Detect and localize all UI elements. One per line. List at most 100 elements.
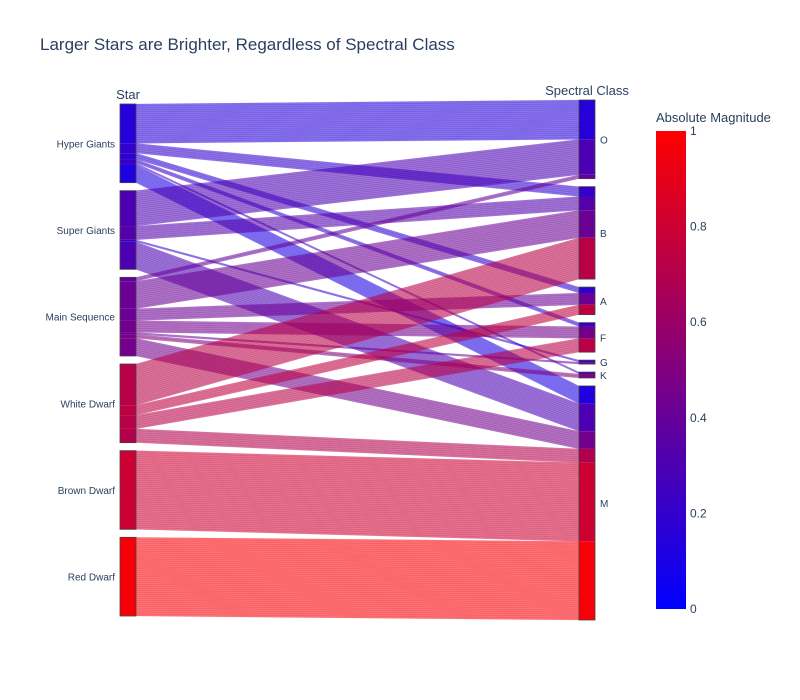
colorbar: Absolute Magnitude 0 0.2 0.4 0.6 0.8 1 xyxy=(656,110,771,616)
colorbar-title: Absolute Magnitude xyxy=(656,110,771,125)
ribbon-white-dwarf-to-a[interactable] xyxy=(135,304,580,416)
ribbon-white-dwarf-to-m[interactable] xyxy=(135,428,580,463)
bar-segment xyxy=(579,360,595,363)
category-label-super-giants: Super Giants xyxy=(57,226,115,237)
bar-outline xyxy=(578,286,596,316)
ribbon-red-dwarf-to-m[interactable] xyxy=(135,537,580,621)
colorbar-tick-label: 0.4 xyxy=(690,411,707,425)
ribbons-layer xyxy=(135,99,580,621)
bar-outline xyxy=(578,322,596,353)
bar-segment xyxy=(579,139,595,175)
category-bar-f[interactable] xyxy=(578,322,596,353)
category-bar-g[interactable] xyxy=(578,359,596,365)
bar-segment xyxy=(120,190,136,227)
bar-segment xyxy=(120,364,136,406)
dimension-label-star: Star xyxy=(116,87,141,102)
bar-segment xyxy=(120,332,136,335)
category-bars-layer xyxy=(119,99,596,621)
category-bar-red-dwarf[interactable] xyxy=(119,536,137,617)
bar-segment xyxy=(120,159,136,163)
bar-outline xyxy=(119,363,137,444)
bar-segment xyxy=(120,334,136,339)
category-bar-hyper-giants[interactable] xyxy=(119,103,137,184)
category-bar-brown-dwarf[interactable] xyxy=(119,450,137,530)
chart-title: Larger Stars are Brighter, Regardless of… xyxy=(40,35,455,54)
colorbar-tick-label: 0.2 xyxy=(690,506,707,520)
bar-segment xyxy=(120,239,136,242)
category-bar-main-sequence[interactable] xyxy=(119,276,137,357)
bar-segment xyxy=(579,326,595,339)
bar-segment xyxy=(120,428,136,443)
bar-segment xyxy=(579,374,595,378)
bar-segment xyxy=(579,448,595,463)
colorbar-gradient xyxy=(656,131,686,609)
bar-segment xyxy=(120,537,136,616)
category-label-b: B xyxy=(600,229,607,240)
bar-outline xyxy=(578,359,596,365)
colorbar-tick-label: 1 xyxy=(690,124,697,138)
category-bar-super-giants[interactable] xyxy=(119,190,137,270)
ribbon-hyper-giants-to-o[interactable] xyxy=(135,99,580,144)
bar-outline xyxy=(119,536,137,617)
bar-segment xyxy=(579,372,595,375)
bar-segment xyxy=(579,304,595,315)
bar-outline xyxy=(578,186,596,280)
bar-segment xyxy=(120,153,136,160)
bar-segment xyxy=(579,322,595,327)
bar-outline xyxy=(578,385,596,621)
bar-segment xyxy=(579,362,595,365)
category-label-g: G xyxy=(600,358,608,369)
bar-segment xyxy=(120,163,136,165)
bar-segment xyxy=(579,210,595,238)
bar-segment xyxy=(120,405,136,416)
bar-segment xyxy=(579,403,595,432)
bar-segment xyxy=(120,143,136,154)
labels-layer: Hyper Giants Super Giants Main Sequence Whi… xyxy=(46,135,609,583)
colorbar-tick-label: 0.8 xyxy=(690,220,707,234)
category-label-white-dwarf: White Dwarf xyxy=(61,399,116,410)
bar-segment xyxy=(579,462,595,542)
bar-segment xyxy=(120,226,136,240)
bar-outline xyxy=(578,371,596,379)
bar-segment xyxy=(579,338,595,353)
bar-outline xyxy=(119,190,137,270)
bar-segment xyxy=(120,164,136,183)
category-bar-m[interactable] xyxy=(578,385,596,621)
category-label-main-sequence: Main Sequence xyxy=(46,313,116,324)
bar-segment xyxy=(579,100,595,140)
dimension-label-spectral-class: Spectral Class xyxy=(545,83,629,98)
bar-segment xyxy=(120,338,136,356)
colorbar-tick-label: 0 xyxy=(690,602,697,616)
category-label-a: A xyxy=(600,297,607,308)
bar-outline xyxy=(119,103,137,184)
category-label-m: M xyxy=(600,499,608,510)
bar-segment xyxy=(120,281,136,309)
bar-segment xyxy=(120,104,136,144)
bar-segment xyxy=(579,237,595,280)
category-label-f: F xyxy=(600,333,606,344)
bar-segment xyxy=(120,450,136,530)
ribbon-white-dwarf-to-f[interactable] xyxy=(135,338,580,430)
category-bar-a[interactable] xyxy=(578,286,596,316)
bar-segment xyxy=(579,186,595,197)
bar-outline xyxy=(578,99,596,180)
bar-segment xyxy=(579,196,595,211)
category-label-o: O xyxy=(600,135,608,146)
bar-segment xyxy=(579,287,595,293)
ribbon-super-giants-to-o[interactable] xyxy=(135,139,580,227)
category-bar-o[interactable] xyxy=(578,99,596,180)
bar-segment xyxy=(120,277,136,282)
bar-segment xyxy=(579,541,595,620)
category-bar-white-dwarf[interactable] xyxy=(119,363,137,444)
bar-segment xyxy=(120,320,136,333)
ribbon-brown-dwarf-to-m[interactable] xyxy=(135,450,580,542)
category-label-k: K xyxy=(600,371,607,382)
category-bar-b[interactable] xyxy=(578,186,596,280)
category-label-hyper-giants: Hyper Giants xyxy=(57,139,115,150)
bar-segment xyxy=(120,241,136,270)
category-bar-k[interactable] xyxy=(578,371,596,379)
category-label-red-dwarf: Red Dwarf xyxy=(68,573,115,584)
bar-segment xyxy=(120,415,136,429)
category-label-brown-dwarf: Brown Dwarf xyxy=(58,486,115,497)
